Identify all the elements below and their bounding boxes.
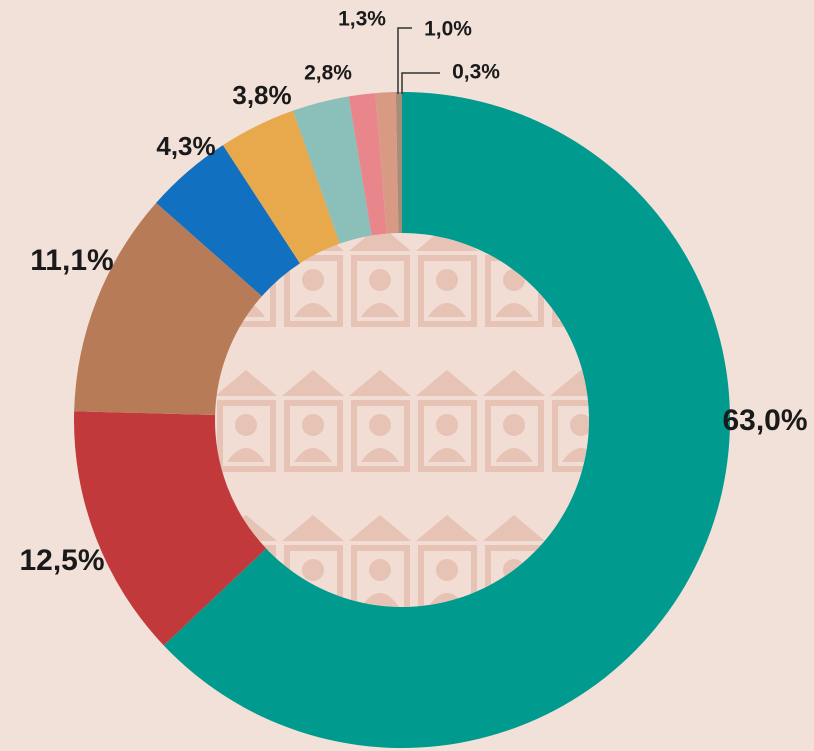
donut-segment (375, 92, 399, 234)
donut-segment (73, 411, 267, 646)
value-label: 3,8% (232, 80, 291, 110)
donut-segment (156, 145, 300, 297)
donut-segment (222, 110, 340, 264)
leader-line (397, 27, 412, 94)
value-label: 1,3% (338, 8, 386, 31)
center-pattern (215, 233, 589, 607)
value-label: 0,3% (452, 61, 500, 84)
donut-segment (74, 202, 262, 416)
donut-segment (348, 93, 387, 236)
value-label: 63,0% (722, 404, 807, 437)
donut-segment (163, 92, 730, 748)
segments (73, 92, 730, 748)
labels: 63,0% 12,5% 11,1% 4,3% 3,8% 2,8% 1,3% 1,0% 0,3% (19, 8, 807, 577)
leader-line (401, 72, 440, 94)
value-label: 4,3% (156, 131, 215, 161)
donut-segment (395, 92, 402, 234)
value-label: 12,5% (19, 544, 104, 577)
value-label: 11,1% (30, 244, 113, 277)
donut-segment (292, 96, 372, 244)
value-label: 2,8% (304, 62, 352, 85)
value-label: 1,0% (424, 18, 472, 41)
